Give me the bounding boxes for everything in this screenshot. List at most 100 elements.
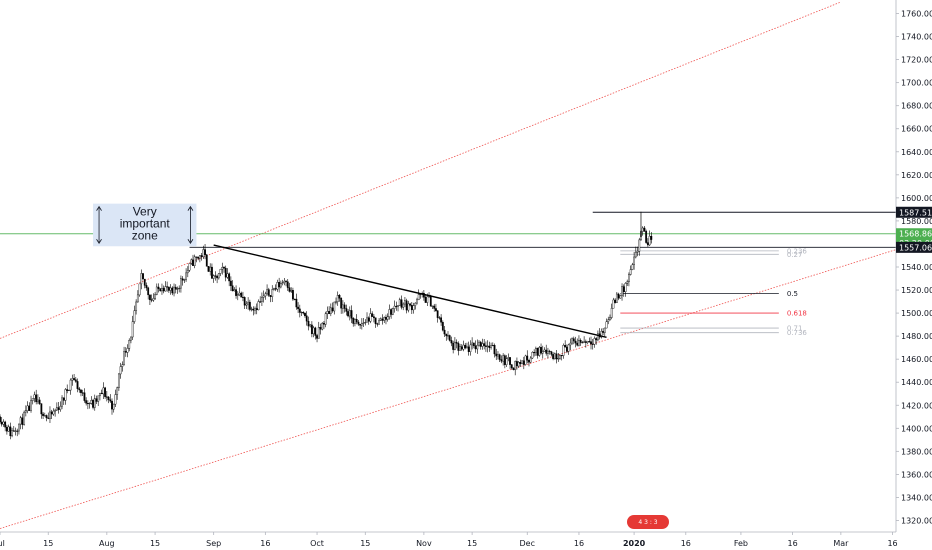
candle-227 (390, 308, 393, 319)
candle-body (648, 235, 651, 246)
candle-body (610, 307, 613, 318)
candle-body (622, 286, 625, 293)
candle-body (54, 409, 57, 412)
y-tick-label-14: 1600.00 (901, 194, 932, 203)
candle-body (276, 282, 279, 290)
candle-body (538, 347, 541, 356)
candle-body (12, 430, 15, 432)
candle-body (409, 303, 411, 306)
candle-272 (467, 341, 470, 356)
candle-body (617, 293, 620, 299)
candle-373 (641, 226, 644, 236)
candle-247 (424, 294, 427, 303)
candle-170 (292, 287, 294, 301)
candle-252 (433, 303, 436, 312)
candle-14 (23, 410, 26, 426)
candle-295 (507, 353, 510, 362)
candle-322 (553, 352, 556, 360)
candle-body (219, 268, 222, 274)
y-tick-label-20: 1720.00 (901, 56, 932, 65)
candle-body (212, 275, 215, 279)
x-tick-label-17: 16 (887, 539, 897, 548)
x-tick-label-9: 15 (467, 539, 477, 548)
candle-378 (650, 232, 653, 244)
candle-275 (472, 342, 475, 349)
candle-body (176, 288, 179, 290)
candle-body (476, 344, 479, 350)
candle-body (235, 289, 237, 296)
candle-body (211, 266, 213, 279)
candle-body (621, 286, 623, 296)
candle-325 (559, 354, 561, 360)
candle-body (590, 341, 592, 345)
candle-body (24, 410, 27, 413)
candle-body (586, 341, 589, 343)
candle-body (140, 273, 143, 285)
x-tick-label-16: Mar (833, 539, 849, 548)
logo-pill (627, 515, 669, 529)
candle-109 (186, 266, 189, 278)
candle-body (83, 392, 86, 401)
candle-55 (93, 394, 96, 411)
candle-331 (569, 338, 572, 351)
candle-83 (142, 273, 144, 280)
candle-body (526, 355, 529, 361)
candle-0 (0, 414, 1, 424)
candle-270 (464, 342, 467, 350)
candle-body (302, 312, 305, 314)
candle-body (350, 310, 353, 319)
candle-body (312, 327, 315, 335)
candle-277 (476, 339, 479, 354)
candle-132 (226, 268, 229, 279)
candle-body (30, 400, 32, 411)
candle-266 (457, 341, 460, 356)
candle-8 (12, 426, 15, 432)
candle-body (402, 303, 405, 308)
candle-body (47, 417, 50, 419)
candle-body (602, 331, 604, 333)
candle-body (638, 239, 641, 252)
candle-177 (304, 312, 306, 318)
candle-body (321, 322, 324, 330)
candle-19 (31, 398, 34, 405)
candle-body (615, 293, 618, 303)
candle-192 (329, 303, 332, 317)
candle-206 (354, 318, 356, 327)
candle-80 (136, 290, 139, 303)
candle-40 (68, 389, 70, 391)
candle-body (591, 343, 594, 345)
candle-body (329, 307, 332, 314)
candle-body (135, 301, 138, 311)
candle-body (584, 341, 587, 343)
candle-body (464, 344, 467, 349)
candle-47 (80, 389, 82, 397)
candle-284 (488, 341, 491, 352)
candle-79 (135, 299, 138, 315)
candle-46 (78, 386, 81, 393)
candle-body (273, 288, 275, 290)
candle-body (307, 320, 310, 327)
candle-327 (562, 343, 565, 359)
candle-265 (455, 339, 458, 349)
candle-body (55, 407, 58, 411)
candle-304 (522, 356, 525, 370)
candle-180 (309, 323, 312, 328)
candle-body (398, 299, 401, 306)
candle-body (217, 273, 220, 279)
candle-body (345, 308, 348, 312)
candle-body (309, 324, 312, 327)
x-tick-label-8: Nov (416, 539, 432, 548)
candle-215 (369, 308, 372, 324)
candle-25 (42, 411, 44, 419)
candle-body (386, 316, 389, 320)
candle-body (374, 317, 377, 324)
candle-37 (62, 397, 65, 405)
candle-138 (236, 291, 239, 301)
candle-body (123, 351, 125, 365)
candle-body (347, 311, 349, 317)
x-tick-label-7: 15 (360, 539, 370, 548)
candle-72 (123, 346, 125, 366)
candle-body (555, 353, 558, 360)
